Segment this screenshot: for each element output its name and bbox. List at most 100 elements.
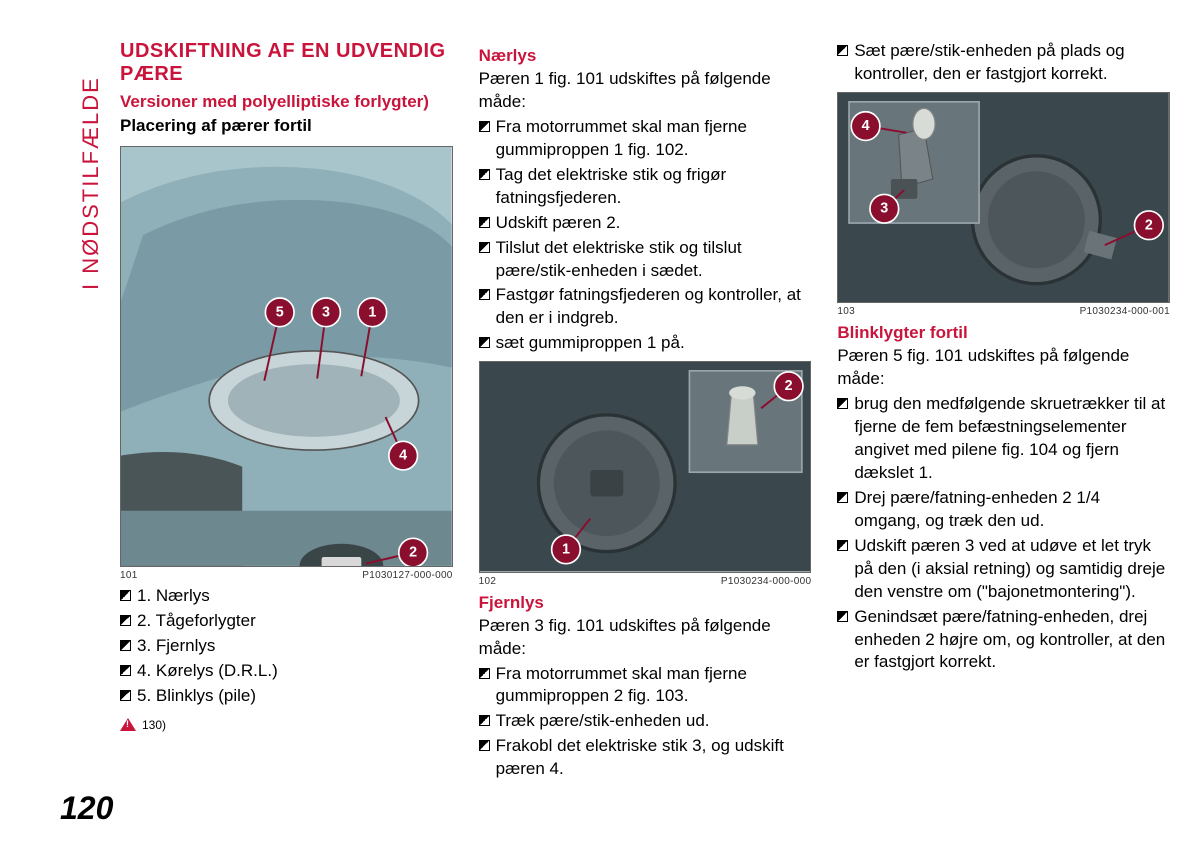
right-column: Sæt pære/stik-enheden på plads og kontro…: [837, 40, 1170, 817]
figure-102: 1 2 102 P1030234-000-000: [479, 361, 812, 586]
bullet-icon: [120, 665, 131, 676]
bullet-icon: [120, 590, 131, 601]
fig102-code: P1030234-000-000: [721, 576, 811, 587]
figure-103-svg: 4 3 2: [837, 92, 1170, 303]
list-text: sæt gummiproppen 1 på.: [496, 332, 685, 355]
list-item: Sæt pære/stik-enheden på plads og kontro…: [837, 40, 1170, 86]
legend-text: 3. Fjernlys: [137, 635, 215, 658]
blinklygter-heading: Blinklygter fortil: [837, 323, 1170, 343]
legend-text: 4. Kørelys (D.R.L.): [137, 660, 278, 683]
fjernlys-heading: Fjernlys: [479, 593, 812, 613]
list-item: Fra motorrummet skal man fjerne gummipro…: [479, 663, 812, 709]
figure-101-svg: 1 3 5 4 2: [120, 146, 453, 567]
svg-text:2: 2: [784, 378, 792, 394]
list-text: Genindsæt pære/fatning-enheden, drej enh…: [854, 606, 1170, 675]
list-item: Genindsæt pære/fatning-enheden, drej enh…: [837, 606, 1170, 675]
legend-text: 2. Tågeforlygter: [137, 610, 256, 633]
list-text: Fra motorrummet skal man fjerne gummipro…: [496, 663, 812, 709]
bullet-icon: [837, 611, 848, 622]
legend-text: 1. Nærlys: [137, 585, 210, 608]
bullet-icon: [479, 740, 490, 751]
legend-item: 2. Tågeforlygter: [120, 610, 453, 633]
list-item: sæt gummiproppen 1 på.: [479, 332, 812, 355]
page-content: UDSKIFTNING AF EN UDVENDIG PÆRE Versione…: [0, 0, 1200, 847]
bullet-icon: [837, 45, 848, 56]
bullet-icon: [479, 668, 490, 679]
page-number: 120: [60, 790, 113, 827]
section-tab: I NØDSTILFÆLDE: [78, 76, 104, 290]
svg-text:3: 3: [322, 305, 330, 321]
left-column: UDSKIFTNING AF EN UDVENDIG PÆRE Versione…: [120, 40, 453, 817]
warning-ref-text: 130): [142, 718, 166, 732]
bullet-icon: [120, 690, 131, 701]
legend-item: 5. Blinklys (pile): [120, 685, 453, 708]
fig101-code: P1030127-000-000: [362, 570, 452, 581]
figure-101-caption: 101 P1030127-000-000: [120, 570, 453, 581]
list-item: Fra motorrummet skal man fjerne gummipro…: [479, 116, 812, 162]
fig103-code: P1030234-000-001: [1080, 306, 1170, 317]
list-text: Drej pære/fatning-enheden 2 1/4 omgang, …: [854, 487, 1170, 533]
middle-column: Nærlys Pæren 1 fig. 101 udskiftes på føl…: [479, 40, 812, 817]
bullet-icon: [479, 337, 490, 348]
version-heading: Versioner med polyelliptiske forlygter): [120, 92, 453, 112]
fig102-num: 102: [479, 576, 497, 587]
bullet-icon: [837, 398, 848, 409]
legend-list: 1. Nærlys 2. Tågeforlygter 3. Fjernlys 4…: [120, 585, 453, 708]
list-text: Udskift pæren 2.: [496, 212, 621, 235]
list-text: Frakobl det elektriske stik 3, og udskif…: [496, 735, 812, 781]
legend-item: 3. Fjernlys: [120, 635, 453, 658]
bullet-icon: [120, 640, 131, 651]
list-item: Udskift pæren 3 ved at udøve et let tryk…: [837, 535, 1170, 604]
svg-text:4: 4: [399, 448, 407, 464]
list-text: Fastgør fatningsfjederen og kontroller, …: [496, 284, 812, 330]
figure-103-caption: 103 P1030234-000-001: [837, 306, 1170, 317]
bullet-icon: [837, 540, 848, 551]
bullet-icon: [837, 492, 848, 503]
fig103-num: 103: [837, 306, 855, 317]
bullet-icon: [120, 615, 131, 626]
list-item: Tilslut det elektriske stik og tilslut p…: [479, 237, 812, 283]
list-text: brug den medfølgende skruetrækker til at…: [854, 393, 1170, 485]
warning-icon: [120, 718, 136, 731]
bullet-icon: [479, 169, 490, 180]
naerlys-intro: Pæren 1 fig. 101 udskiftes på følgende m…: [479, 68, 812, 114]
figure-102-caption: 102 P1030234-000-000: [479, 576, 812, 587]
list-text: Sæt pære/stik-enheden på plads og kontro…: [854, 40, 1170, 86]
naerlys-heading: Nærlys: [479, 46, 812, 66]
bullet-icon: [479, 121, 490, 132]
list-item: Udskift pæren 2.: [479, 212, 812, 235]
list-item: brug den medfølgende skruetrækker til at…: [837, 393, 1170, 485]
warning-ref: 130): [120, 718, 453, 732]
list-item: Træk pære/stik-enheden ud.: [479, 710, 812, 733]
svg-text:1: 1: [368, 305, 376, 321]
main-heading: UDSKIFTNING AF EN UDVENDIG PÆRE: [120, 40, 453, 86]
svg-text:3: 3: [881, 201, 889, 217]
list-text: Tilslut det elektriske stik og tilslut p…: [496, 237, 812, 283]
bullet-icon: [479, 715, 490, 726]
list-item: Drej pære/fatning-enheden 2 1/4 omgang, …: [837, 487, 1170, 533]
legend-item: 4. Kørelys (D.R.L.): [120, 660, 453, 683]
blinklygter-intro: Pæren 5 fig. 101 udskiftes på følgende m…: [837, 345, 1170, 391]
figure-102-svg: 1 2: [479, 361, 812, 572]
legend-text: 5. Blinklys (pile): [137, 685, 256, 708]
svg-text:2: 2: [1145, 217, 1153, 233]
fig101-num: 101: [120, 570, 138, 581]
list-item: Fastgør fatningsfjederen og kontroller, …: [479, 284, 812, 330]
bullet-icon: [479, 289, 490, 300]
list-text: Fra motorrummet skal man fjerne gummipro…: [496, 116, 812, 162]
list-text: Træk pære/stik-enheden ud.: [496, 710, 710, 733]
bullet-icon: [479, 242, 490, 253]
placement-heading: Placering af pærer fortil: [120, 116, 453, 136]
svg-text:1: 1: [562, 542, 570, 558]
figure-103: 4 3 2 103 P1030234-000-001: [837, 92, 1170, 317]
bullet-icon: [479, 217, 490, 228]
svg-text:4: 4: [862, 118, 870, 134]
svg-text:2: 2: [409, 545, 417, 561]
list-text: Udskift pæren 3 ved at udøve et let tryk…: [854, 535, 1170, 604]
list-item: Tag det elektriske stik og frigør fatnin…: [479, 164, 812, 210]
figure-101: 1 3 5 4 2 101 P1030127-000-000: [120, 146, 453, 581]
list-item: Frakobl det elektriske stik 3, og udskif…: [479, 735, 812, 781]
svg-text:5: 5: [276, 305, 284, 321]
column-wrap: UDSKIFTNING AF EN UDVENDIG PÆRE Versione…: [120, 40, 1170, 817]
fjernlys-intro: Pæren 3 fig. 101 udskiftes på følgende m…: [479, 615, 812, 661]
